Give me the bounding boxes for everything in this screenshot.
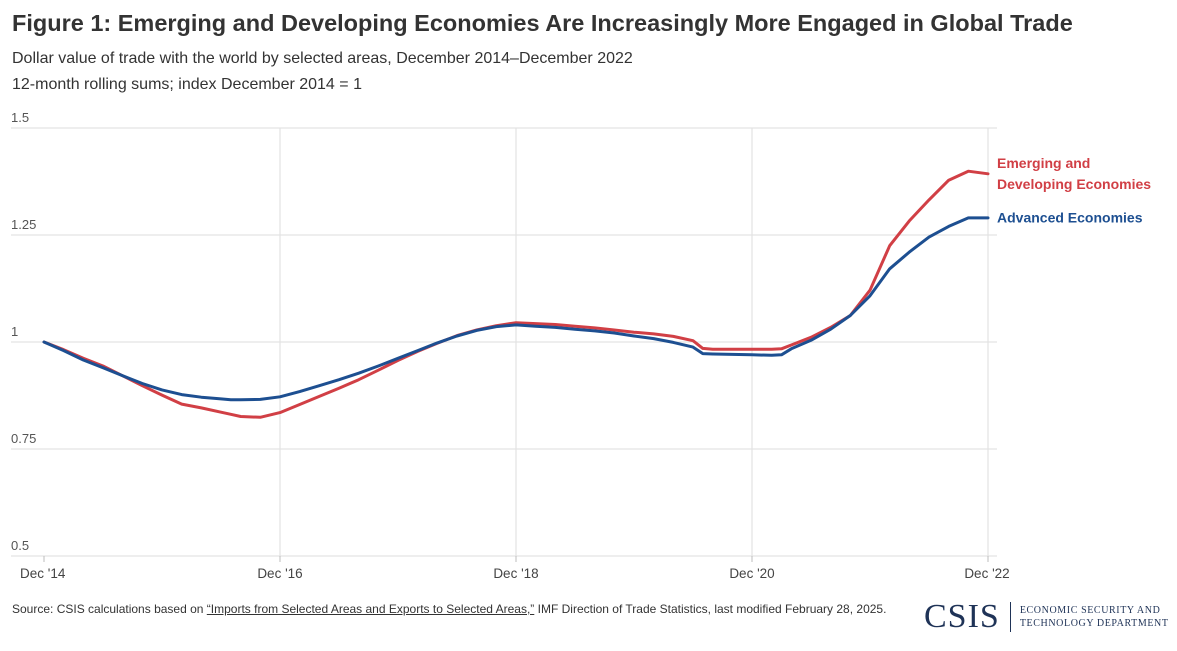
- department-line-1: ECONOMIC SECURITY AND: [1019, 605, 1161, 616]
- y-tick-label: 0.75: [11, 431, 36, 446]
- grid: [11, 127, 997, 562]
- series-label-line: Developing Economies: [997, 176, 1151, 192]
- source-suffix: IMF Direction of Trade Statistics, last …: [534, 602, 887, 616]
- csis-wordmark: CSIS: [924, 598, 1000, 635]
- series-line-emerging-developing: [42, 169, 990, 419]
- department-name: ECONOMIC SECURITY AND TECHNOLOGY DEPARTM…: [1020, 604, 1177, 630]
- label-emerging-developing: Emerging and Developing Economies: [997, 155, 1151, 192]
- chart-note: 12-month rolling sums; index December 20…: [12, 76, 362, 93]
- source-link[interactable]: “Imports from Selected Areas and Exports…: [206, 602, 535, 616]
- y-tick-label: 1: [11, 324, 18, 339]
- source-note: Source: CSIS calculations based on “Impo…: [12, 601, 907, 618]
- series-labels: Emerging and Developing Economies Advanced…: [997, 155, 1151, 226]
- y-tick-label: 1.5: [11, 110, 29, 125]
- label-advanced: Advanced Economies: [997, 209, 1143, 225]
- csis-logo: CSIS ECONOMIC SECURITY AND TECHNOLOGY DE…: [924, 598, 1177, 636]
- series-label-line: Emerging and: [997, 155, 1090, 171]
- source-prefix: Source: CSIS calculations based on: [12, 602, 207, 616]
- series-line-advanced: [42, 216, 990, 402]
- y-tick-label: 0.5: [11, 538, 29, 553]
- x-tick-label: Dec '14: [20, 566, 66, 581]
- x-tick-label: Dec '22: [964, 566, 1009, 581]
- series-label-line: Advanced Economies: [997, 209, 1143, 225]
- department-line-2: TECHNOLOGY DEPARTMENT: [1019, 618, 1169, 629]
- y-axis-labels: 0.5 0.75 1 1.25 1.5: [11, 110, 36, 553]
- y-tick-label: 1.25: [11, 217, 36, 232]
- chart-title: Figure 1: Emerging and Developing Econom…: [12, 10, 1073, 36]
- logo-divider: [1009, 602, 1011, 632]
- chart-subtitle: Dollar value of trade with the world by …: [12, 50, 633, 67]
- x-tick-label: Dec '18: [493, 566, 538, 581]
- series-lines: [42, 169, 990, 419]
- x-tick-label: Dec '16: [257, 566, 302, 581]
- x-tick-label: Dec '20: [729, 566, 774, 581]
- x-axis-labels: Dec '14 Dec '16 Dec '18 Dec '20 Dec '22: [20, 566, 1010, 581]
